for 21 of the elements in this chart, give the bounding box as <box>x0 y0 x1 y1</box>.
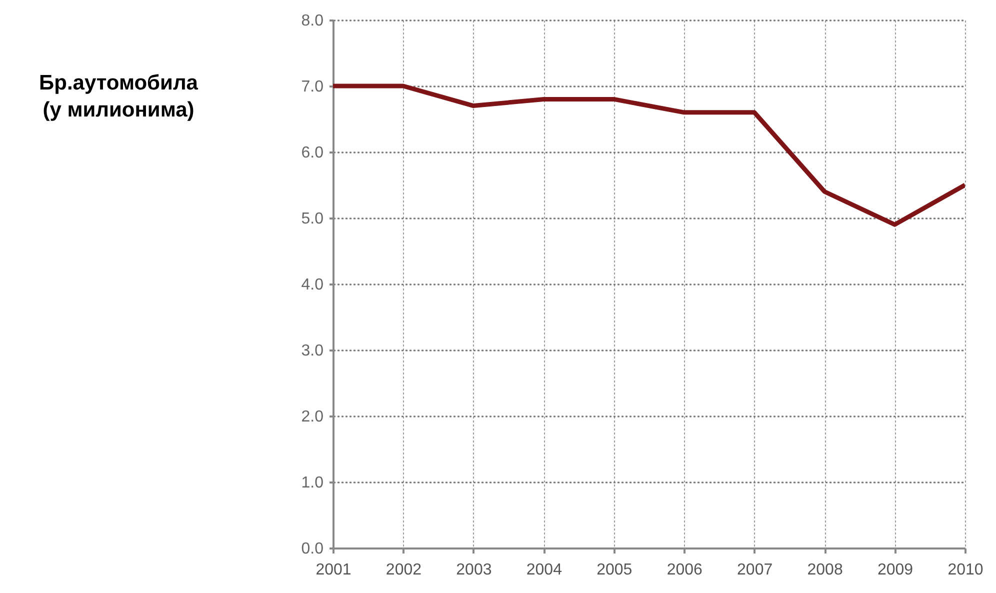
y-tick-label: 0.0 <box>301 540 324 558</box>
x-tick-label: 2005 <box>596 562 632 578</box>
x-tick-label: 2010 <box>948 562 984 578</box>
y-tick-label: 5.0 <box>301 210 324 228</box>
y-axis-title: Бр.аутомобила (у милионима) <box>39 72 198 122</box>
x-tick-label: 2002 <box>386 562 422 578</box>
y-tick-label: 2.0 <box>301 408 324 426</box>
y-tick-label: 7.0 <box>301 78 324 96</box>
x-tick-label: 2008 <box>807 562 843 578</box>
x-tick-label: 2009 <box>877 562 914 578</box>
x-tick-label: 2006 <box>666 562 703 578</box>
line-series <box>333 84 965 227</box>
x-tick-label: 2004 <box>526 562 562 578</box>
x-tick-label: 2003 <box>456 562 492 578</box>
y-tick-label: 4.0 <box>301 276 324 294</box>
y-tick-label: 8.0 <box>301 12 324 30</box>
y-tick-label: 3.0 <box>301 342 324 360</box>
x-tick-label: 2007 <box>737 562 773 578</box>
y-tick-label: 6.0 <box>301 144 324 162</box>
x-tick-label: 2001 <box>316 562 352 578</box>
y-tick-label: 1.0 <box>301 474 324 492</box>
